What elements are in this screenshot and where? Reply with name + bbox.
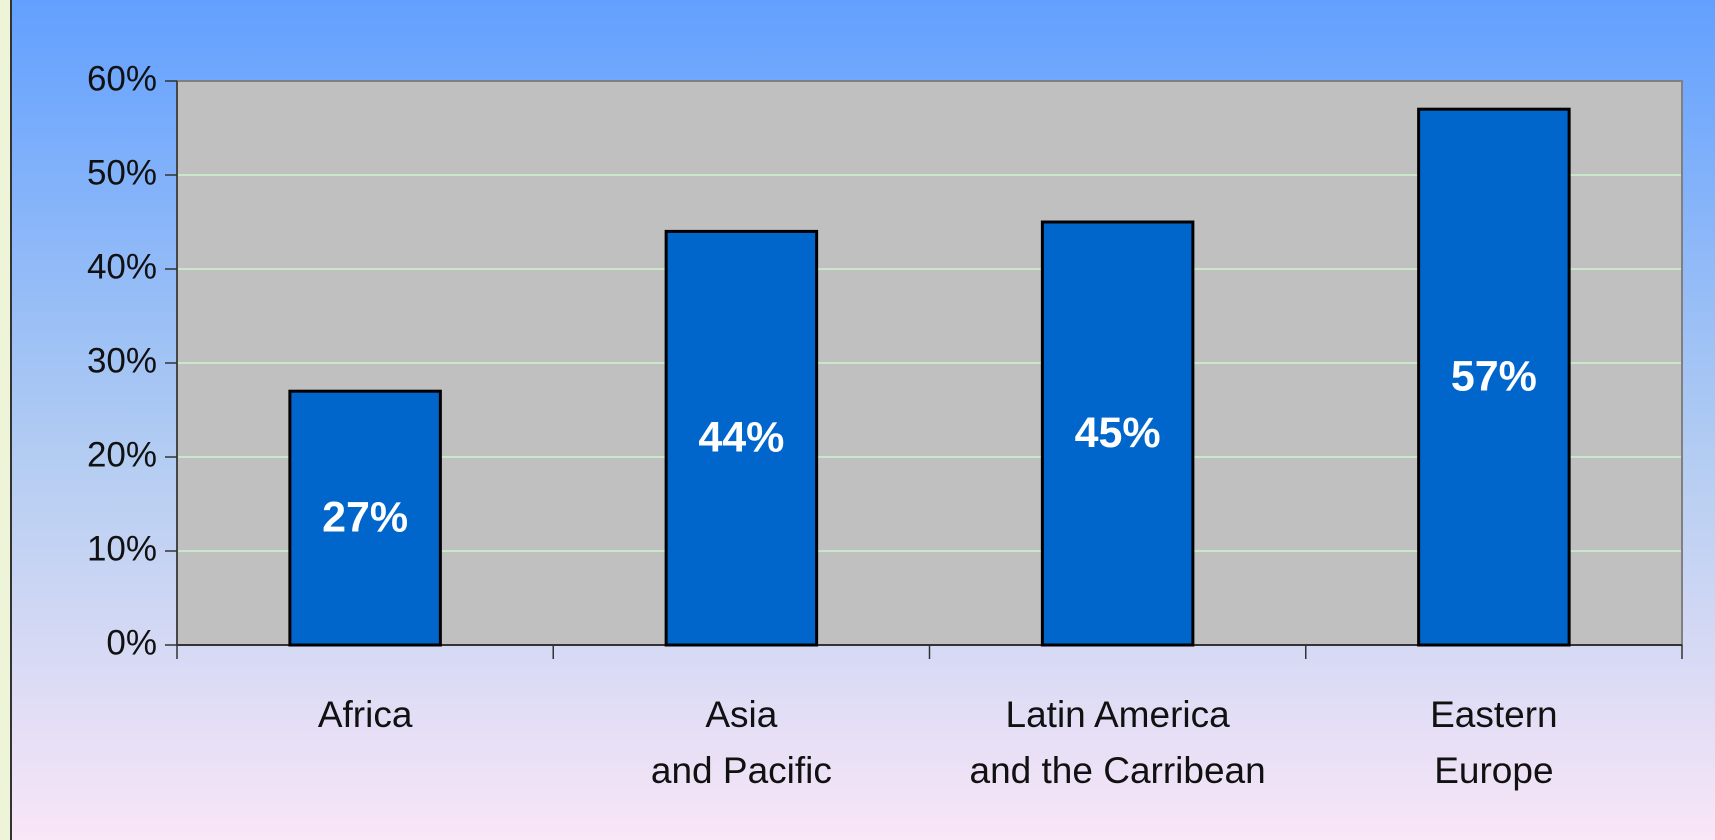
- x-tick-label: Africa: [318, 694, 413, 735]
- bar: [664, 229, 819, 647]
- value-label: 44%: [698, 414, 784, 462]
- left-edge: [0, 0, 11, 840]
- value-label: 45%: [1075, 409, 1161, 457]
- bar: [1417, 107, 1571, 647]
- value-label: 27%: [322, 493, 408, 541]
- x-tick-label: Asia and Pacific: [651, 694, 832, 791]
- bar: [1040, 220, 1195, 647]
- y-tick-label: 10%: [87, 529, 157, 568]
- y-tick-label: 30%: [87, 341, 157, 380]
- x-tick-label: Eastern Europe: [1430, 694, 1558, 791]
- y-tick-label: 20%: [87, 435, 157, 474]
- y-tick-label: 60%: [87, 59, 157, 98]
- y-tick-label: 50%: [87, 153, 157, 192]
- y-tick-label: 0%: [106, 623, 157, 662]
- x-tick-label: Latin America and the Carribean: [970, 694, 1266, 791]
- value-label: 57%: [1451, 352, 1537, 400]
- y-tick-label: 40%: [87, 247, 157, 286]
- bar: [288, 389, 442, 647]
